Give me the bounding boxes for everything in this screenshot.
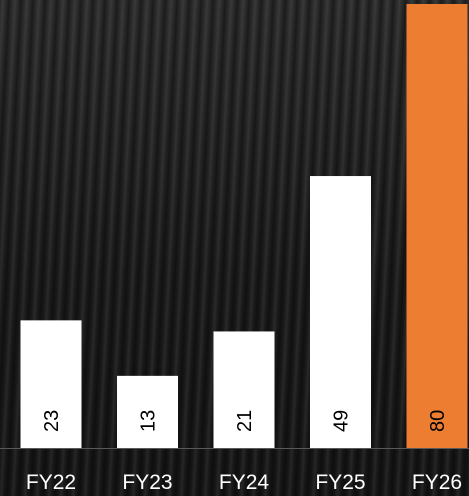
data-label-fy25: 49 [331, 410, 353, 432]
x-tick-label-fy24: FY24 [219, 471, 270, 494]
bar-fy25 [310, 176, 371, 449]
bar-fy22 [20, 320, 82, 448]
bar-fy24 [213, 331, 275, 448]
bar-fy26 [406, 4, 468, 448]
bar-fy23 [117, 375, 178, 448]
data-label-fy26: 80 [427, 410, 449, 432]
x-tick-label-fy22: FY22 [26, 471, 76, 494]
x-tick-label-fy25: FY25 [315, 471, 365, 494]
data-label-fy24: 21 [234, 410, 256, 432]
x-tick-label-fy23: FY23 [122, 471, 172, 494]
x-tick-label-fy26: FY26 [412, 471, 462, 494]
data-label-fy23: 13 [138, 410, 160, 432]
data-label-fy22: 23 [41, 410, 63, 432]
